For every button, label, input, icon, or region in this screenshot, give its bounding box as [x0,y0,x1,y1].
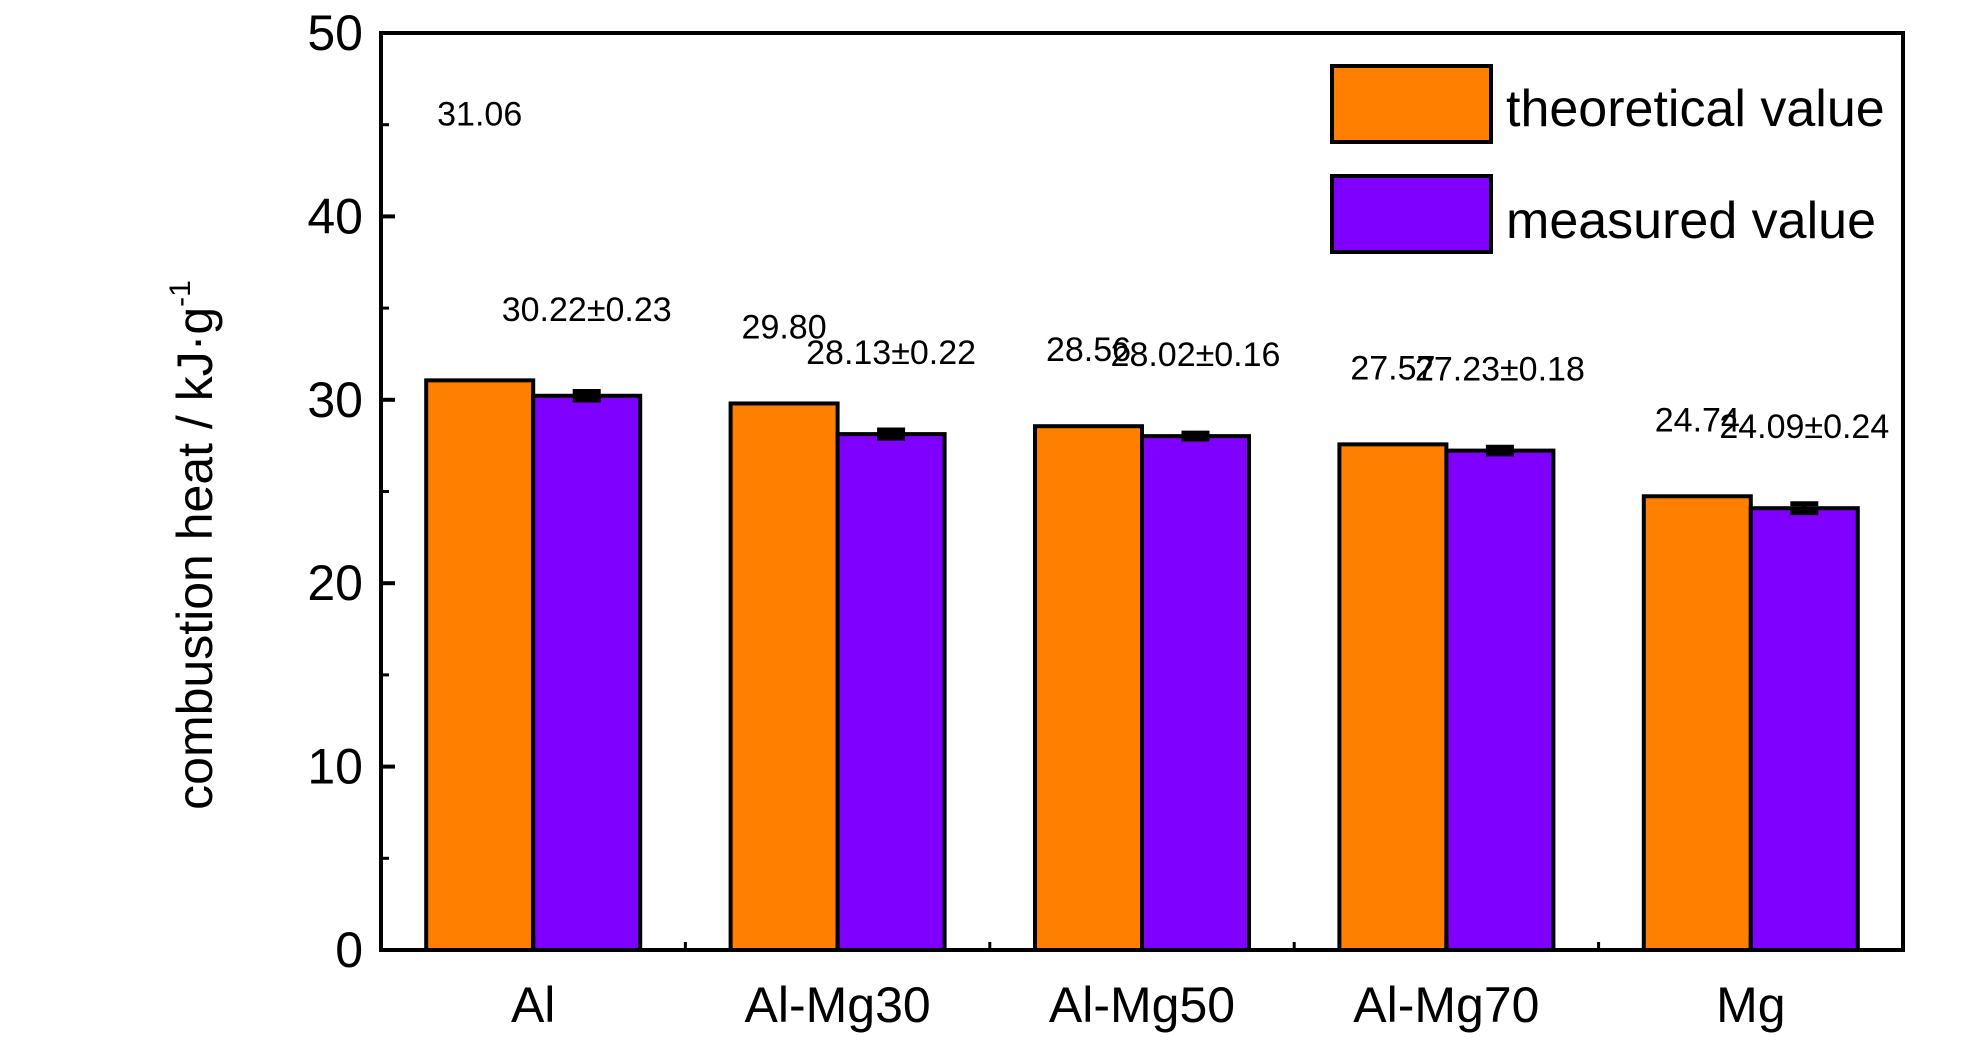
data-label-measured-al-mg70: 27.23±0.18 [1415,351,1585,389]
y-tick-label: 20 [307,555,363,611]
x-tick-label-al-mg50: Al-Mg50 [1049,977,1235,1033]
bar-theoretical-al [424,378,536,952]
bar-measured-al-mg50 [1140,434,1251,952]
bar-theoretical-mg [1641,494,1753,952]
bars-group [424,378,1860,952]
y-tick-label: 0 [335,922,363,978]
legend: theoretical value measured value [1330,64,1885,254]
data-label-theoretical-al-mg50: 28.56 [1046,331,1131,369]
y-axis-title-text: combustion heat / kJ·g [167,307,223,810]
y-tick-label: 30 [307,372,363,428]
bar-theoretical-al-mg50 [1033,424,1144,952]
legend-label-measured: measured value [1506,192,1876,250]
data-label-measured-al-mg30: 28.13±0.22 [806,334,976,372]
data-label-measured-al-mg50: 28.02±0.16 [1111,336,1281,374]
x-tick-label-al-mg30: Al-Mg30 [745,977,931,1033]
x-tick-label-mg: Mg [1716,977,1785,1033]
y-tick-label: 40 [307,188,363,244]
bar-measured-al-mg70 [1444,448,1556,952]
bar-theoretical-al-mg30 [728,401,840,952]
legend-swatch-theoretical [1330,64,1493,144]
x-tick-label-al: Al [511,977,555,1033]
y-axis-title: combustion heat / kJ·g-1 [164,280,223,810]
data-label-measured-mg: 24.09±0.24 [1719,408,1889,446]
y-tick-label: 10 [307,739,363,795]
data-label-theoretical-mg: 24.74 [1655,401,1740,439]
x-axis: Al Al-Mg30 Al-Mg50 Al-Mg70 Mg [511,936,1786,1033]
data-label-theoretical-al: 31.06 [437,95,522,133]
x-tick-label-al-mg70: Al-Mg70 [1353,977,1539,1033]
data-label-theoretical-al-mg70: 27.57 [1350,349,1435,387]
y-tick-label: 50 [307,5,363,61]
bar-measured-al-mg30 [835,432,947,952]
bar-theoretical-al-mg70 [1337,442,1449,952]
bar-measured-mg [1748,506,1860,952]
legend-swatch-measured [1330,174,1493,254]
error-bars-group [572,389,1819,516]
y-axis: 0 10 20 30 40 50 [307,5,395,978]
legend-label-theoretical: theoretical value [1506,80,1885,138]
data-label-measured-al: 30.22±0.23 [502,291,672,329]
bar-measured-al [531,393,643,952]
data-label-theoretical-al-mg30: 29.80 [742,308,827,346]
y-axis-title-superscript: -1 [164,280,197,307]
